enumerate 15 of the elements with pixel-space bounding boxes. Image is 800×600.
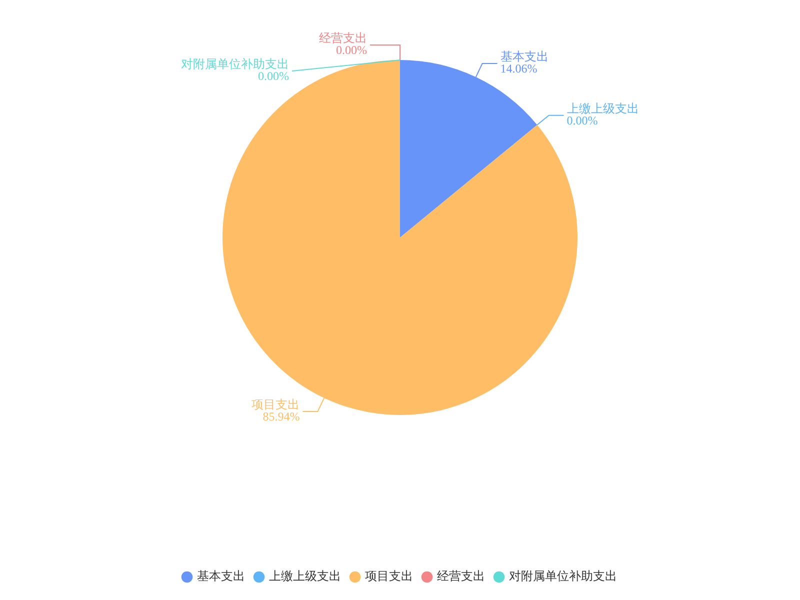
- data-label: 85.94%: [262, 410, 300, 424]
- legend-label: 对附属单位补助支出: [509, 569, 617, 584]
- slice-label: 基本支出: [500, 50, 548, 64]
- legend-label: 上缴上级支出: [269, 569, 341, 584]
- text: 0.00%: [258, 69, 289, 84]
- data-label: 14.06%: [500, 62, 538, 76]
- text: 0.00%: [336, 43, 367, 58]
- category-label: 经营支出: [319, 31, 367, 46]
- legend-label: 项目支出: [365, 569, 413, 584]
- category-label: 对附属单位补助支出: [181, 57, 289, 72]
- text: 0.00%: [566, 114, 598, 128]
- legend-label: 基本支出: [197, 569, 245, 584]
- category-label: 上缴上级支出: [566, 102, 639, 116]
- legend-label: 经营支出: [437, 569, 485, 584]
- slice-label: 项目支出: [252, 398, 300, 412]
